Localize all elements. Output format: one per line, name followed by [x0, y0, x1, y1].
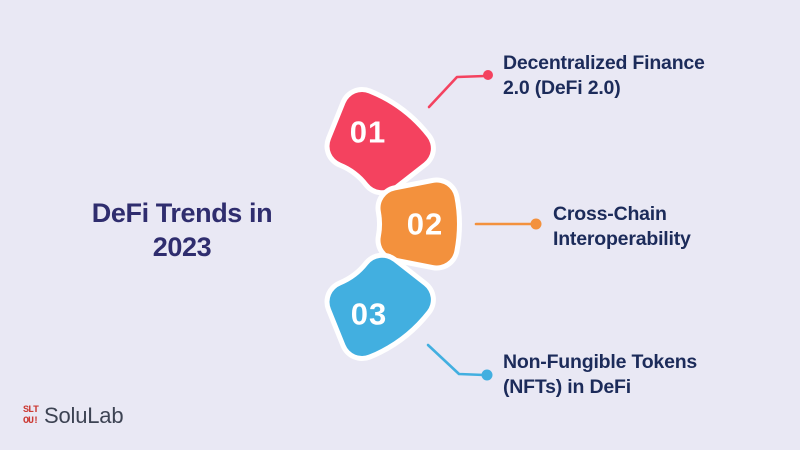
connector-03-line	[426, 343, 486, 377]
connector-01-line	[427, 74, 487, 109]
connector-03	[426, 343, 493, 381]
segment-02-number: 02	[407, 207, 443, 242]
arc-segment-03: 03	[324, 252, 436, 361]
item-label-02-line1: Cross-Chain	[553, 203, 667, 225]
solulab-logo-text: SoluLab	[44, 403, 124, 428]
segment-03-number: 03	[351, 297, 387, 332]
item-label-01: Decentralized Finance 2.0 (DeFi 2.0)	[503, 51, 753, 101]
item-label-03-line1: Non-Fungible Tokens	[503, 351, 698, 373]
solulab-logo-icon-row1: SLT	[23, 405, 39, 416]
connector-01-dot	[483, 70, 493, 80]
connector-02	[474, 218, 542, 230]
solulab-logo: SLT OU! SoluLab	[23, 403, 124, 429]
page-title: DeFi Trends in 2023	[62, 196, 302, 264]
connector-02-dot	[530, 218, 542, 230]
item-label-02-line2: Interoperability	[553, 228, 691, 250]
segment-02-shape	[380, 182, 457, 266]
item-label-03: Non-Fungible Tokens (NFTs) in DeFi	[503, 350, 753, 400]
segment-01-number: 01	[350, 115, 386, 150]
item-label-01-line2: 2.0 (DeFi 2.0)	[503, 77, 621, 99]
connector-01	[427, 70, 493, 109]
page-title-line2: 2023	[152, 232, 212, 262]
segment-03-shape	[329, 257, 431, 356]
solulab-logo-icon: SLT OU!	[23, 405, 39, 427]
item-label-02: Cross-Chain Interoperability	[553, 202, 753, 252]
solulab-logo-icon-row2: OU!	[23, 416, 39, 427]
segment-01-shape	[329, 92, 431, 191]
arc-segment-02: 02	[375, 177, 462, 271]
arc-segment-01: 01	[324, 87, 436, 196]
connector-03-dot	[481, 369, 493, 381]
item-label-03-line2: (NFTs) in DeFi	[503, 376, 631, 398]
item-label-01-line1: Decentralized Finance	[503, 52, 705, 74]
page-title-line1: DeFi Trends in	[91, 198, 273, 228]
